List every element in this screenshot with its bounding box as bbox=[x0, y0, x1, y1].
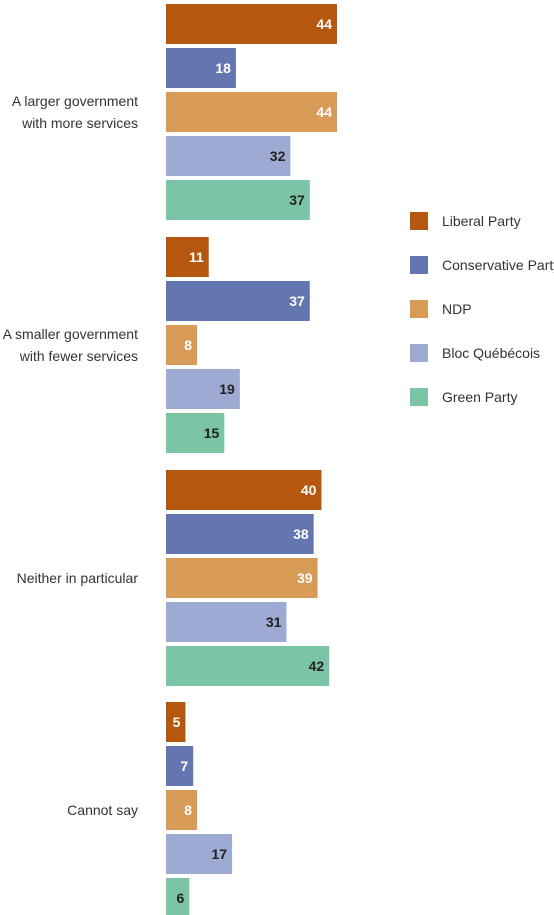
bar-ndp-1 bbox=[166, 92, 337, 132]
bar-liberal-party-1 bbox=[166, 4, 337, 44]
data-label-bloc-qu-b-cois-4: 17 bbox=[211, 846, 227, 862]
bar-bloc-qu-b-cois-1 bbox=[166, 136, 291, 176]
data-label-liberal-party-2: 11 bbox=[189, 249, 204, 265]
bar-liberal-party-4 bbox=[166, 702, 186, 742]
legend-swatch-liberal-party bbox=[410, 212, 428, 230]
data-label-green-party-2: 15 bbox=[204, 425, 220, 441]
category-label-1-line-2: with more services bbox=[21, 115, 138, 131]
legend-label-conservative-party: Conservative Party bbox=[442, 257, 554, 273]
data-label-liberal-party-3: 40 bbox=[301, 482, 317, 498]
data-label-ndp-3: 39 bbox=[297, 570, 313, 586]
bar-bloc-qu-b-cois-4 bbox=[166, 834, 233, 874]
category-label-2-line-1: A smaller government bbox=[3, 326, 139, 342]
data-label-liberal-party-4: 5 bbox=[173, 714, 181, 730]
bar-conservative-party-1 bbox=[166, 48, 236, 88]
bar-green-party-1 bbox=[166, 180, 310, 220]
data-label-bloc-qu-b-cois-3: 31 bbox=[266, 614, 282, 630]
bar-ndp-2 bbox=[166, 325, 198, 365]
bar-bloc-qu-b-cois-2 bbox=[166, 369, 240, 409]
bar-liberal-party-2 bbox=[166, 237, 209, 277]
category-label-2-line-2: with fewer services bbox=[19, 348, 138, 364]
bar-green-party-4 bbox=[166, 878, 190, 915]
bar-ndp-3 bbox=[166, 558, 318, 598]
category-label-1-line-1: A larger government bbox=[12, 93, 138, 109]
data-label-bloc-qu-b-cois-2: 19 bbox=[219, 381, 235, 397]
bar-conservative-party-3 bbox=[166, 514, 314, 554]
legend-swatch-green-party bbox=[410, 388, 428, 406]
category-label-3-line-1: Neither in particular bbox=[17, 570, 139, 586]
data-label-ndp-4: 8 bbox=[184, 802, 192, 818]
legend-label-ndp: NDP bbox=[442, 301, 472, 317]
legend-swatch-conservative-party bbox=[410, 256, 428, 274]
bar-green-party-2 bbox=[166, 413, 225, 453]
data-label-conservative-party-3: 38 bbox=[293, 526, 309, 542]
category-label-4-line-1: Cannot say bbox=[67, 802, 138, 818]
data-label-green-party-3: 42 bbox=[309, 658, 325, 674]
bar-bloc-qu-b-cois-3 bbox=[166, 602, 287, 642]
data-label-ndp-1: 44 bbox=[316, 104, 332, 120]
legend-swatch-bloc-qu-b-cois bbox=[410, 344, 428, 362]
data-label-ndp-2: 8 bbox=[184, 337, 192, 353]
legend-swatch-ndp bbox=[410, 300, 428, 318]
data-label-green-party-1: 37 bbox=[289, 192, 305, 208]
data-label-conservative-party-2: 37 bbox=[289, 293, 305, 309]
bar-conservative-party-4 bbox=[166, 746, 194, 786]
legend-label-liberal-party: Liberal Party bbox=[442, 213, 521, 229]
data-label-conservative-party-4: 7 bbox=[180, 758, 188, 774]
data-label-conservative-party-1: 18 bbox=[215, 60, 231, 76]
bar-green-party-3 bbox=[166, 646, 330, 686]
bar-ndp-4 bbox=[166, 790, 198, 830]
bar-conservative-party-2 bbox=[166, 281, 310, 321]
legend-label-green-party: Green Party bbox=[442, 389, 517, 405]
bars-layer: 44 18 44 32 37 11 37 8 19 15 40 38 39 31 42 5 7 8 17 6 bbox=[166, 4, 337, 915]
category-labels: A larger government with more services A s… bbox=[3, 93, 139, 818]
legend: Liberal Party Conservative Party NDP Bloc Q… bbox=[410, 212, 554, 406]
data-label-green-party-4: 6 bbox=[177, 890, 185, 906]
data-label-liberal-party-1: 44 bbox=[316, 16, 332, 32]
data-label-bloc-qu-b-cois-1: 32 bbox=[270, 148, 286, 164]
bar-liberal-party-3 bbox=[166, 470, 322, 510]
legend-label-bloc-qu-b-cois: Bloc Québécois bbox=[442, 345, 540, 361]
